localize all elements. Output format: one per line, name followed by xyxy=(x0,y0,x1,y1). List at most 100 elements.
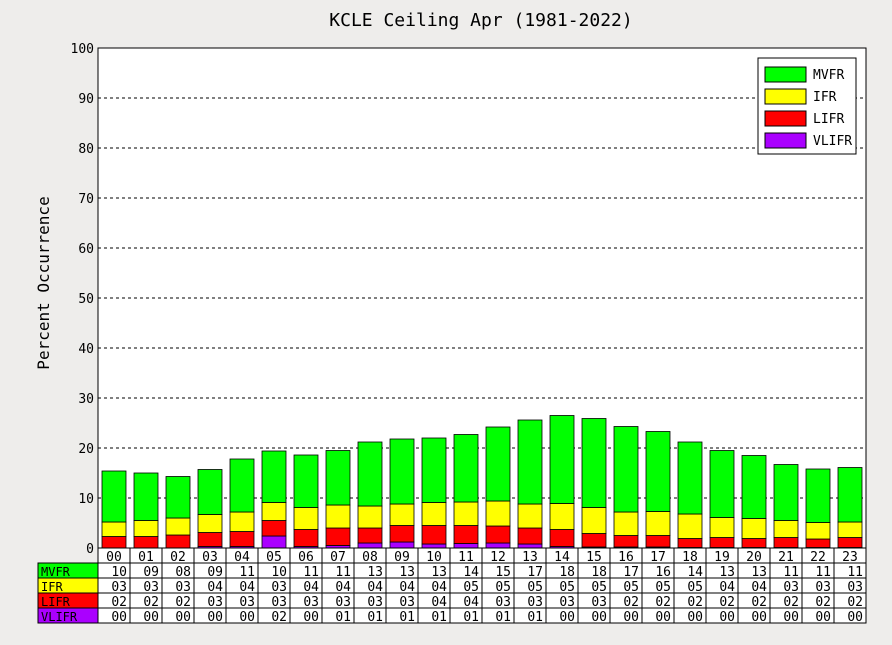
table-cell: 01 xyxy=(463,610,479,625)
bar-mvfr-21 xyxy=(773,464,799,521)
bar-mvfr-10 xyxy=(421,437,447,503)
bar-ifr-20 xyxy=(741,518,767,539)
table-cell: 04 xyxy=(367,580,383,595)
bar-vlifr-09 xyxy=(389,541,415,549)
x-tick-label: 21 xyxy=(778,550,794,565)
bar-vlifr-11 xyxy=(453,543,479,549)
bar-ifr-13 xyxy=(517,503,543,529)
table-cell: 04 xyxy=(399,580,415,595)
table-cell: 01 xyxy=(367,610,383,625)
x-tick-label: 01 xyxy=(138,550,154,565)
table-cell: 10 xyxy=(111,565,127,580)
table-row-label: IFR xyxy=(41,580,63,594)
legend-swatch-vlifr xyxy=(764,132,807,149)
y-tick-label: 100 xyxy=(71,42,94,57)
table-cell: 00 xyxy=(751,610,767,625)
table-cell: 00 xyxy=(655,610,671,625)
table-row-label: MVFR xyxy=(41,565,71,579)
y-tick-label: 40 xyxy=(78,342,94,357)
bar-lifr-22 xyxy=(805,538,831,548)
bar-lifr-07 xyxy=(325,527,351,546)
x-tick-label: 20 xyxy=(746,550,762,565)
x-tick-label: 06 xyxy=(298,550,314,565)
table-cell: 02 xyxy=(751,595,767,610)
legend-label-mvfr: MVFR xyxy=(813,68,844,83)
table-cell: 04 xyxy=(303,580,319,595)
bar-lifr-17 xyxy=(645,535,671,548)
bar-lifr-05 xyxy=(261,520,287,537)
bar-vlifr-10 xyxy=(421,543,447,549)
bar-ifr-04 xyxy=(229,511,255,532)
legend-label-lifr: LIFR xyxy=(813,112,844,127)
bar-lifr-06 xyxy=(293,529,319,547)
table-row-label: LIFR xyxy=(41,595,71,609)
table-cell: 03 xyxy=(303,595,319,610)
table-cell: 04 xyxy=(431,580,447,595)
table-cell: 18 xyxy=(591,565,607,580)
table-cell: 03 xyxy=(335,595,351,610)
table-cell: 01 xyxy=(431,610,447,625)
y-axis-label: Percent Occurrence xyxy=(34,196,53,369)
x-tick-labels: 00 01 02 03 04 05 06 07 08 09 10 11 12 13 14 15 16 17 18 19… xyxy=(97,547,867,565)
bar-ifr-12 xyxy=(485,500,511,527)
bar-mvfr-03 xyxy=(197,469,223,515)
bar-vlifr-05 xyxy=(261,535,287,549)
bar-mvfr-22 xyxy=(805,468,831,523)
table-cell: 03 xyxy=(399,595,415,610)
bar-mvfr-23 xyxy=(837,467,863,523)
table-cell: 03 xyxy=(847,580,863,595)
bar-mvfr-11 xyxy=(453,434,479,503)
bar-lifr-14 xyxy=(549,529,575,547)
bar-mvfr-19 xyxy=(709,450,735,518)
table-cell: 13 xyxy=(399,565,415,580)
table-cell: 15 xyxy=(495,565,511,580)
table-cell: 00 xyxy=(591,610,607,625)
bar-mvfr-06 xyxy=(293,454,319,508)
x-tick-label: 15 xyxy=(586,550,602,565)
table-cell: 05 xyxy=(527,580,543,595)
table-cell: 02 xyxy=(143,595,159,610)
table-cell: 13 xyxy=(719,565,735,580)
table-cell: 13 xyxy=(367,565,383,580)
x-tick-label: 00 xyxy=(106,550,122,565)
bar-ifr-19 xyxy=(709,517,735,538)
legend-label-vlifr: VLIFR xyxy=(813,134,852,149)
bar-mvfr-04 xyxy=(229,458,255,513)
bar-ifr-05 xyxy=(261,502,287,521)
table-cell: 04 xyxy=(431,595,447,610)
bar-ifr-21 xyxy=(773,520,799,538)
table-cell: 05 xyxy=(559,580,575,595)
x-tick-label: 14 xyxy=(554,550,570,565)
table-cell: 17 xyxy=(623,565,639,580)
legend-swatch-ifr xyxy=(764,88,807,105)
bar-vlifr-08 xyxy=(357,542,383,549)
table-cell: 02 xyxy=(271,610,287,625)
table-cell: 05 xyxy=(591,580,607,595)
y-tick-label: 10 xyxy=(78,492,94,507)
table-cell: 02 xyxy=(719,595,735,610)
legend-label-ifr: IFR xyxy=(813,90,837,105)
x-tick-label: 12 xyxy=(490,550,506,565)
table-cell: 18 xyxy=(559,565,575,580)
table-cell: 08 xyxy=(175,565,191,580)
x-tick-label: 03 xyxy=(202,550,218,565)
bar-lifr-18 xyxy=(677,538,703,548)
bar-lifr-08 xyxy=(357,527,383,544)
bar-lifr-04 xyxy=(229,531,255,547)
y-tick-label: 80 xyxy=(78,142,94,157)
table-cell: 03 xyxy=(271,595,287,610)
table-cell: 05 xyxy=(687,580,703,595)
bar-lifr-02 xyxy=(165,534,191,549)
table-cell: 04 xyxy=(239,580,255,595)
table-cell: 02 xyxy=(815,595,831,610)
bar-lifr-19 xyxy=(709,537,735,548)
bar-lifr-12 xyxy=(485,525,511,544)
bar-mvfr-17 xyxy=(645,431,671,512)
table-cell: 03 xyxy=(495,595,511,610)
bar-mvfr-01 xyxy=(133,472,159,521)
bar-ifr-03 xyxy=(197,514,223,533)
y-tick-label: 30 xyxy=(78,392,94,407)
table-cell: 00 xyxy=(143,610,159,625)
x-tick-label: 09 xyxy=(394,550,410,565)
